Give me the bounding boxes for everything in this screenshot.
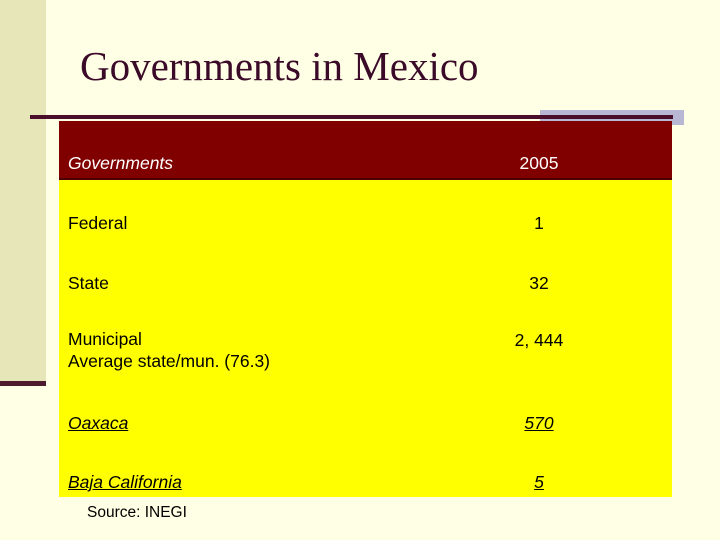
left-accent-bar (0, 0, 46, 382)
row-label-municipal-average: Average state/mun. (76.3) (68, 351, 271, 371)
slide-title: Governments in Mexico (80, 43, 479, 89)
left-accent-line (0, 381, 46, 386)
row-value-municipal: 2, 444 (514, 330, 564, 350)
row-label-state: State (68, 273, 109, 293)
row-value-baja-california[interactable]: 5 (534, 472, 544, 492)
source-note: Source: INEGI (87, 504, 187, 521)
row-value-state: 32 (529, 273, 549, 293)
title-rule (30, 115, 673, 119)
row-label-municipal: Municipal (68, 329, 142, 349)
row-value-oaxaca[interactable]: 570 (524, 413, 554, 433)
row-label-federal: Federal (68, 213, 128, 233)
header-year: 2005 (519, 153, 559, 173)
row-value-federal: 1 (534, 213, 544, 233)
table-header-row: Governments 2005 (59, 121, 672, 180)
governments-table: Governments 2005 Federal 1 State 32 Muni… (59, 121, 672, 497)
header-label: Governments (68, 153, 174, 173)
row-label-baja-california[interactable]: Baja California (68, 472, 182, 492)
row-label-oaxaca[interactable]: Oaxaca (68, 413, 129, 433)
